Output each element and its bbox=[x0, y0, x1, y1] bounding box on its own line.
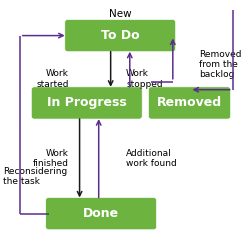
Text: Done: Done bbox=[83, 207, 119, 220]
FancyBboxPatch shape bbox=[148, 87, 231, 119]
Text: Work
started: Work started bbox=[36, 69, 69, 89]
Text: To Do: To Do bbox=[101, 29, 140, 42]
Text: Removed
from the
backlog: Removed from the backlog bbox=[199, 50, 242, 79]
Text: New: New bbox=[109, 9, 132, 19]
Text: Removed: Removed bbox=[157, 97, 222, 109]
Text: Additional
work found: Additional work found bbox=[126, 149, 177, 168]
FancyBboxPatch shape bbox=[46, 197, 156, 230]
Text: Reconsidering
the task: Reconsidering the task bbox=[3, 167, 67, 186]
Text: In Progress: In Progress bbox=[47, 97, 127, 109]
FancyBboxPatch shape bbox=[65, 19, 176, 52]
FancyBboxPatch shape bbox=[31, 87, 142, 119]
Text: Work
finished: Work finished bbox=[33, 149, 69, 168]
Text: Work
stopped: Work stopped bbox=[126, 69, 163, 89]
